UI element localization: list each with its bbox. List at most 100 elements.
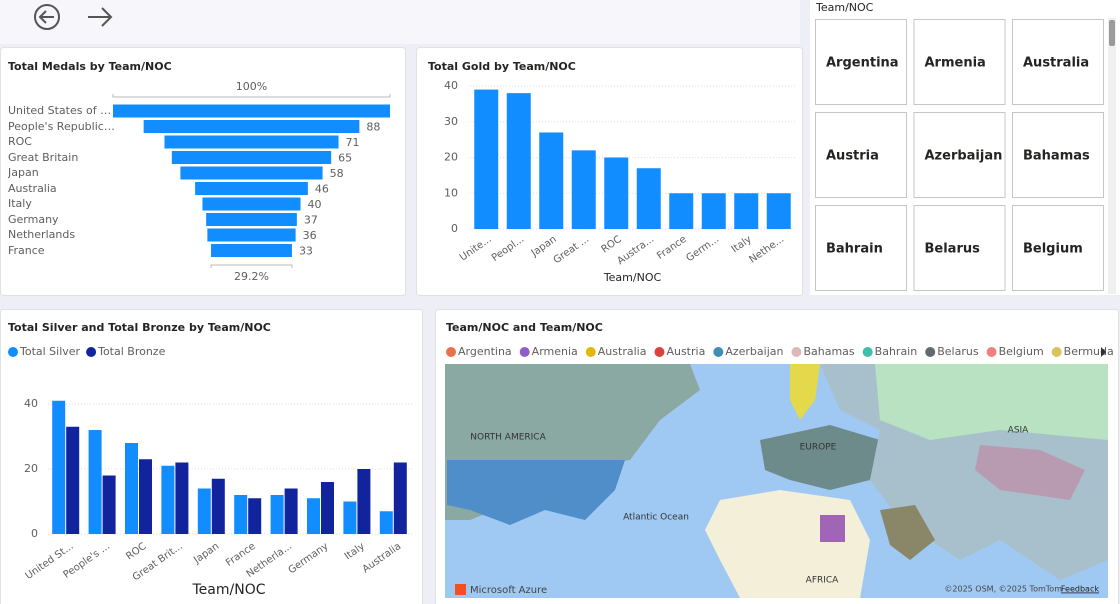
legend-marker	[791, 347, 802, 357]
bar	[284, 488, 298, 534]
bar	[321, 482, 334, 534]
funnel-bar	[143, 120, 360, 133]
bar	[234, 495, 248, 534]
bar	[701, 193, 726, 229]
scrollbar[interactable]	[1108, 18, 1116, 294]
data-label: 33	[299, 245, 313, 258]
bar	[571, 150, 596, 229]
slicer-item[interactable]	[1012, 19, 1104, 105]
funnel-bar	[171, 151, 332, 164]
land	[760, 425, 880, 490]
bracket	[112, 94, 391, 98]
legend-label: Azerbaijan	[725, 345, 783, 358]
land	[880, 505, 935, 560]
scroll-thumb[interactable]	[1109, 20, 1115, 46]
slicer-item[interactable]	[815, 205, 907, 291]
category-label: ROC	[8, 135, 32, 148]
bar	[66, 426, 80, 534]
bar	[669, 193, 694, 229]
slicer-item-label: Bahrain	[826, 242, 883, 257]
x-axis-title: Team/NOC	[192, 582, 266, 598]
slicer-item[interactable]	[913, 112, 1006, 198]
map-feedback[interactable]: Feedback	[1061, 585, 1099, 594]
land	[875, 364, 1108, 440]
slicer-title: Team/NOC	[815, 1, 874, 14]
category-label: Netherlands	[8, 228, 76, 241]
toolbar	[0, 0, 800, 44]
slicer-item-label: Austria	[826, 149, 879, 164]
bar	[357, 469, 371, 534]
data-label: 58	[330, 167, 344, 180]
bar	[474, 89, 499, 229]
bar	[343, 501, 357, 534]
bar	[161, 465, 175, 534]
chart-title: Total Silver and Total Bronze by Team/NO…	[8, 321, 271, 334]
map-copyright: ©2025 OSM, ©2025 TomTom	[944, 585, 1062, 594]
slicer-item[interactable]	[913, 205, 1006, 291]
funnel-bar	[207, 228, 296, 242]
legend-label: Austria	[666, 345, 705, 358]
map-label: NORTH AMERICA	[470, 433, 546, 443]
category-label: People's Republic of China	[8, 119, 118, 133]
land	[820, 515, 845, 542]
bar	[506, 93, 531, 230]
data-label: 65	[338, 152, 352, 165]
slicer-item-label: Argentina	[826, 56, 899, 71]
bar	[102, 475, 116, 534]
bar	[88, 430, 102, 534]
bar	[604, 157, 629, 229]
bar	[125, 443, 138, 534]
y-tick-label: 20	[444, 151, 458, 164]
bar	[393, 462, 407, 534]
y-tick-label: 40	[24, 397, 38, 410]
category-label: United States of America	[8, 104, 118, 117]
slicer-item[interactable]	[815, 19, 907, 105]
legend-marker	[654, 347, 665, 357]
azure-logo	[455, 584, 466, 595]
y-tick-label: 0	[31, 527, 38, 540]
y-tick-label: 30	[444, 115, 458, 128]
slicer-item-label: Azerbaijan	[925, 149, 1003, 164]
slicer-item[interactable]	[913, 19, 1006, 105]
bracket	[210, 264, 293, 268]
bar	[734, 193, 759, 229]
map-brand: Microsoft Azure	[470, 585, 547, 596]
slicer-item[interactable]	[1012, 112, 1104, 198]
legend-label: Bahamas	[803, 345, 854, 358]
bar	[197, 488, 211, 534]
data-label: 37	[304, 214, 318, 227]
legend-next[interactable]	[1101, 347, 1106, 357]
legend-marker	[986, 347, 997, 357]
bar	[270, 495, 284, 534]
slicer-item-label: Australia	[1023, 56, 1089, 71]
map[interactable]	[445, 364, 1108, 598]
slicer-item[interactable]	[1012, 205, 1104, 291]
bar	[766, 193, 791, 229]
bar	[52, 400, 66, 534]
category-label: Great Britain	[8, 150, 79, 164]
data-label: 71	[346, 136, 360, 149]
bar	[175, 462, 189, 534]
legend-label: Bahrain	[875, 345, 918, 358]
legend-label: Argentina	[458, 345, 512, 358]
funnel-bar	[206, 213, 297, 226]
legend-label: Armenia	[532, 345, 578, 358]
bar	[307, 498, 320, 534]
legend-label: Bermuda	[1064, 345, 1114, 358]
funnel-bar	[211, 244, 292, 257]
legend-marker	[862, 347, 873, 357]
back-button[interactable]	[34, 4, 60, 30]
y-tick-label: 20	[24, 462, 38, 475]
map-label: AFRICA	[806, 576, 840, 586]
funnel-bar	[195, 182, 308, 195]
slicer-item-label: Armenia	[925, 56, 986, 71]
category-label: Japan	[8, 166, 39, 179]
y-tick-label: 0	[451, 222, 458, 235]
forward-button[interactable]	[88, 7, 113, 27]
slicer-item[interactable]	[815, 112, 907, 198]
map-label: Atlantic Ocean	[623, 513, 689, 523]
legend-marker	[925, 347, 936, 357]
legend-marker	[8, 347, 18, 357]
data-label: 46	[315, 183, 329, 196]
slicer-item-label: Bahamas	[1023, 149, 1090, 164]
